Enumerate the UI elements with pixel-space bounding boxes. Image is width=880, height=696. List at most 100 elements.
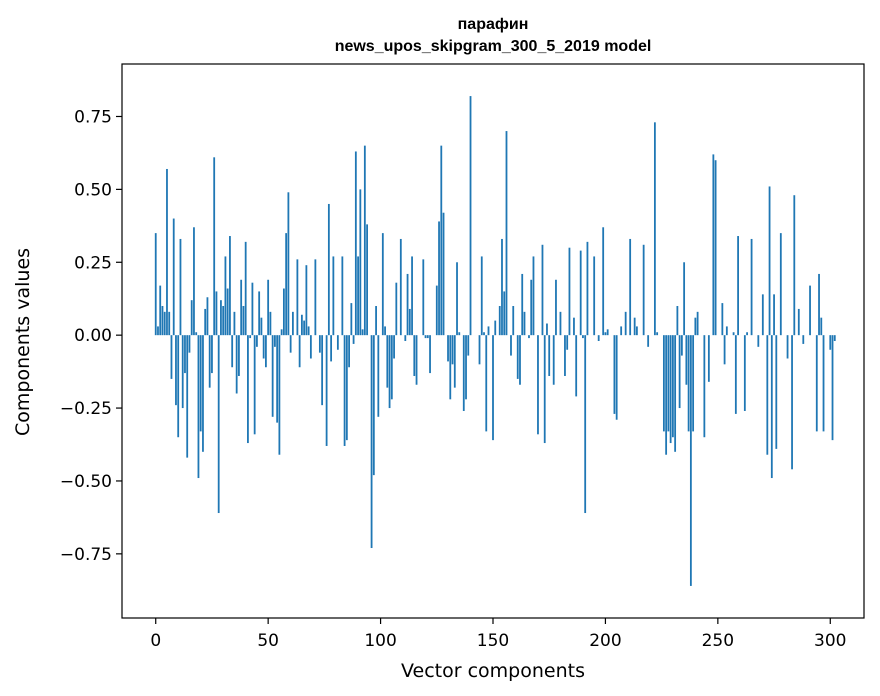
bar-155 [503, 291, 506, 336]
bar-113 [408, 308, 411, 336]
bar-22 [204, 308, 207, 336]
bar-120 [424, 335, 427, 339]
x-tick-label: 100 [364, 631, 396, 651]
bar-121 [426, 335, 429, 339]
bar-248 [712, 154, 715, 336]
bar-53 [274, 335, 276, 347]
bar-35 [233, 311, 236, 336]
bar-276 [775, 335, 778, 449]
bar-128 [442, 212, 445, 336]
bar-61 [291, 311, 294, 336]
bar-64 [298, 335, 301, 368]
bar-168 [532, 256, 535, 336]
bar-92 [361, 329, 364, 336]
bar-109 [399, 238, 402, 336]
bar-112 [406, 273, 409, 336]
bar-55 [278, 335, 281, 455]
bar-272 [766, 335, 769, 455]
bar-48 [262, 335, 265, 359]
bar-223 [656, 332, 659, 336]
bar-144 [478, 335, 481, 365]
y-tick-label: −0.75 [60, 545, 112, 565]
bar-259 [737, 236, 739, 336]
bar-137 [462, 335, 465, 411]
bar-204 [613, 335, 616, 414]
bar-300 [829, 335, 832, 350]
bar-240 [694, 317, 697, 336]
bar-150 [492, 335, 494, 441]
y-tick-label: 0.00 [74, 326, 112, 346]
bar-91 [359, 189, 362, 336]
bar-217 [642, 244, 645, 336]
bar-296 [820, 317, 823, 336]
bar-47 [260, 317, 263, 336]
bar-38 [240, 279, 243, 336]
chart-subtitle: news_upos_skipgram_300_5_2019 model [335, 38, 652, 55]
bar-283 [791, 335, 793, 470]
bar-90 [357, 256, 359, 336]
bar-0 [154, 233, 157, 336]
bar-262 [743, 335, 746, 411]
bar-154 [501, 238, 503, 336]
bar-232 [676, 306, 679, 336]
bar-219 [647, 335, 650, 347]
bar-230 [671, 335, 674, 438]
bar-32 [226, 288, 229, 336]
bar-57 [282, 288, 285, 336]
bar-122 [429, 335, 431, 374]
bar-43 [251, 282, 254, 336]
bar-7 [170, 335, 173, 379]
bar-12 [181, 335, 184, 409]
bar-8 [172, 218, 175, 336]
bar-249 [714, 160, 717, 336]
bar-153 [498, 306, 501, 336]
bar-4 [163, 311, 166, 336]
bar-79 [332, 256, 335, 336]
bar-29 [220, 300, 222, 336]
bar-37 [238, 335, 240, 376]
bar-237 [687, 335, 690, 432]
bar-258 [734, 335, 737, 414]
x-axis-label: Vector components [401, 660, 585, 682]
bar-3 [161, 306, 164, 336]
bar-172 [541, 244, 544, 336]
bar-170 [537, 335, 539, 435]
bar-187 [575, 335, 578, 397]
bar-25 [211, 335, 213, 374]
bar-270 [761, 294, 764, 336]
bar-173 [543, 335, 546, 444]
bar-246 [707, 335, 710, 382]
bar-180 [559, 311, 562, 336]
bar-21 [202, 335, 204, 452]
bar-183 [566, 335, 569, 350]
bar-11 [179, 238, 182, 336]
bar-166 [528, 335, 530, 339]
bar-147 [485, 335, 488, 432]
bar-284 [793, 195, 796, 336]
bar-28 [217, 335, 220, 514]
bar-42 [249, 335, 252, 339]
bar-88 [352, 335, 355, 344]
bar-191 [584, 335, 587, 514]
x-tick-label: 200 [589, 631, 621, 651]
y-tick-label: 0.25 [74, 253, 112, 273]
bar-158 [510, 335, 512, 356]
bar-301 [831, 335, 834, 441]
bar-41 [247, 335, 249, 444]
bar-278 [779, 233, 782, 336]
bar-227 [665, 335, 668, 455]
bar-16 [190, 300, 193, 336]
bar-281 [786, 335, 789, 359]
bar-51 [269, 311, 272, 336]
bar-27 [215, 291, 218, 336]
bar-74 [321, 335, 324, 406]
bar-69 [309, 335, 312, 359]
x-tick-label: 50 [257, 631, 279, 651]
bar-67 [305, 265, 308, 336]
bar-111 [404, 335, 407, 341]
bar-167 [530, 279, 533, 336]
bar-77 [327, 203, 330, 336]
bar-15 [188, 335, 191, 353]
bar-83 [341, 256, 344, 336]
